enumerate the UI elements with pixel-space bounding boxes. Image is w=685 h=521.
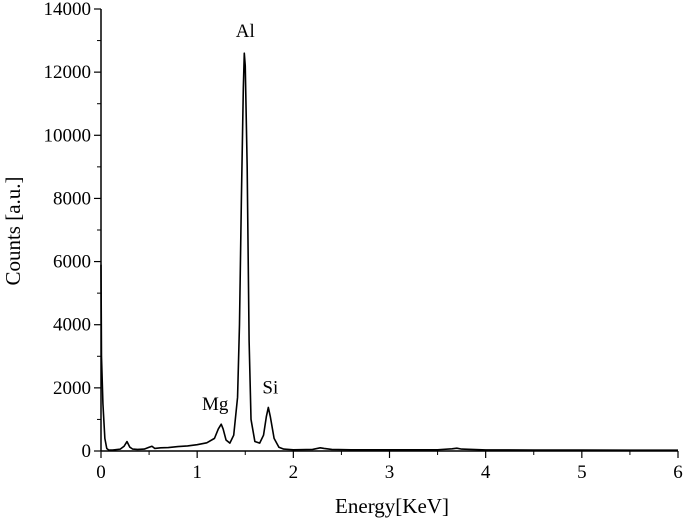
spectrum-line	[100, 52, 678, 452]
x-tick-label: 3	[385, 462, 395, 483]
y-tick-label: 10000	[44, 125, 92, 146]
y-tick-label: 6000	[53, 252, 91, 273]
y-tick-label: 0	[82, 441, 92, 462]
peak-labels: Al Mg Si	[202, 21, 278, 415]
peak-label-al: Al	[236, 21, 255, 42]
y-tick-label: 12000	[44, 62, 92, 83]
series	[100, 52, 678, 452]
x-tick-label: 6	[673, 462, 683, 483]
x-tick-label: 2	[289, 462, 299, 483]
y-tick-label: 8000	[53, 188, 91, 209]
axes	[100, 9, 678, 452]
x-tick-label: 4	[481, 462, 491, 483]
x-tick-label: 5	[577, 462, 587, 483]
x-tick-label: 0	[96, 462, 106, 483]
y-axis-title: Counts [a.u.]	[1, 176, 25, 285]
ticks: 0 1 2 3 4 5 6 0 2000 4000 6000 8000 10000 12000 14000	[44, 0, 683, 483]
x-axis-title: Energy[KeV]	[335, 494, 449, 518]
x-tick-label: 1	[192, 462, 202, 483]
peak-label-mg: Mg	[202, 394, 229, 415]
y-tick-label: 14000	[44, 0, 92, 20]
y-tick-label: 2000	[53, 378, 91, 399]
y-tick-label: 4000	[53, 315, 91, 336]
peak-label-si: Si	[262, 377, 278, 398]
